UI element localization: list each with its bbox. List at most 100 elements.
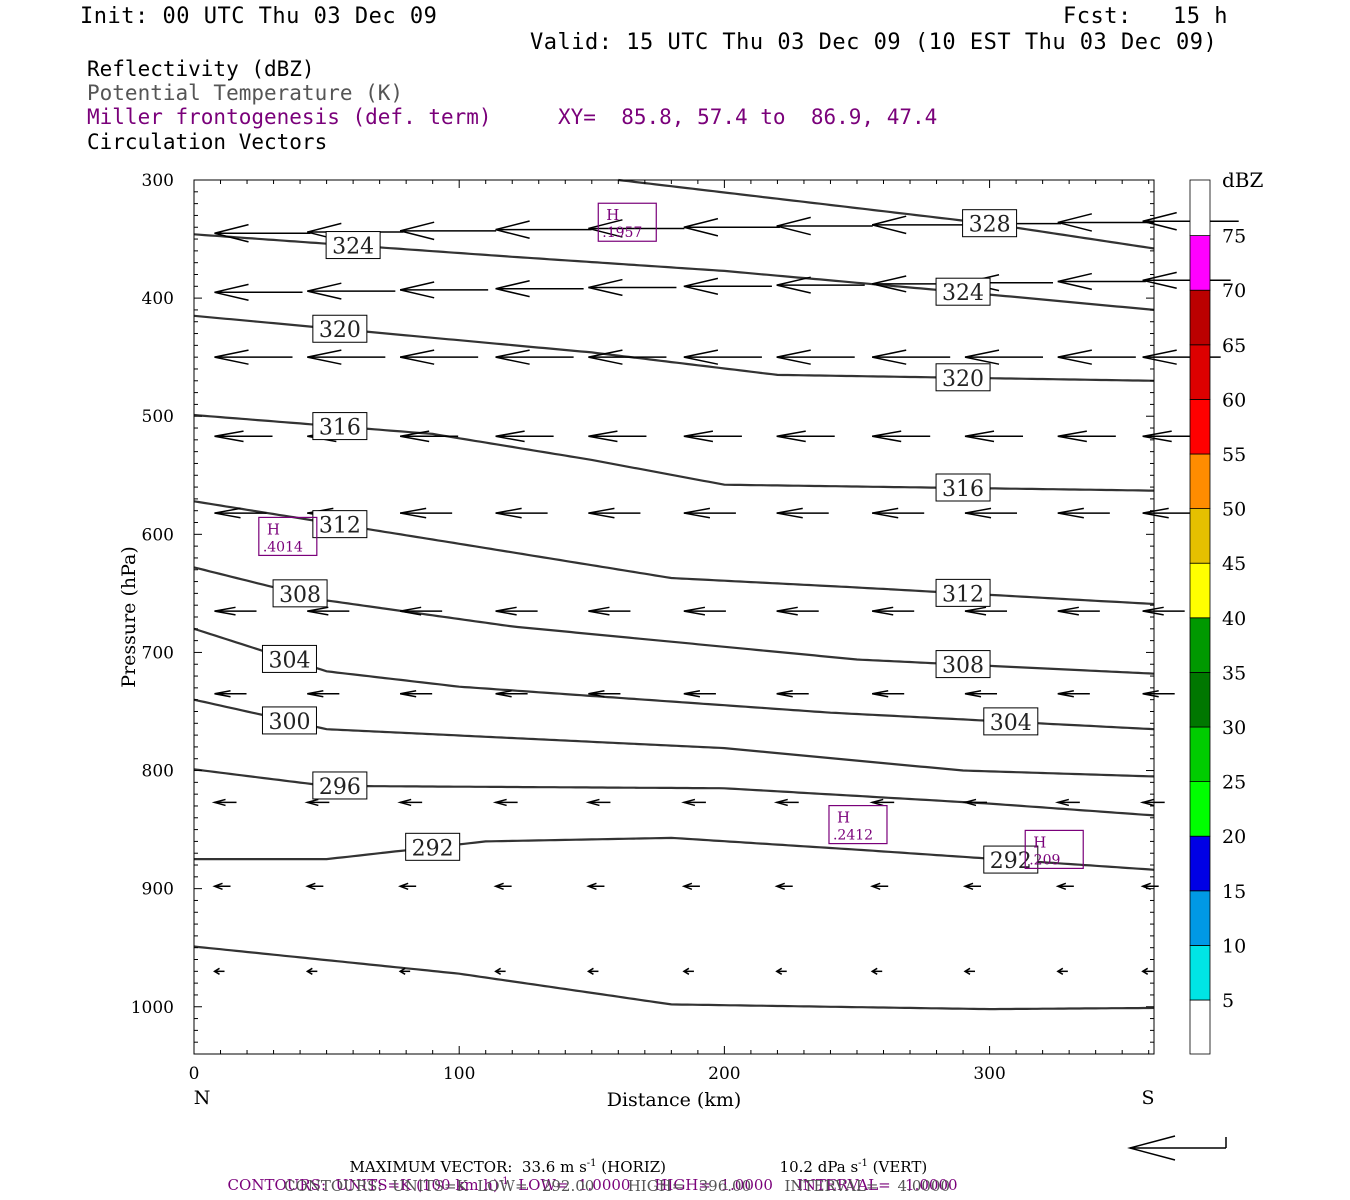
vector-arrow	[588, 690, 621, 698]
vector-head	[398, 967, 406, 975]
vector-arrow	[214, 223, 311, 243]
colorbar-band	[1189, 289, 1211, 346]
contour-label-text: 312	[319, 514, 361, 539]
contour-label-292: 292	[405, 832, 461, 861]
contour-label-box	[405, 832, 461, 861]
vector-arrow	[214, 690, 247, 698]
y-tick-label: 300	[142, 171, 174, 191]
vector-arrow	[399, 281, 489, 299]
colorbar-band	[1189, 672, 1211, 728]
vector-arrow	[683, 690, 716, 698]
vector-head	[495, 606, 517, 616]
vector-head	[495, 280, 530, 298]
vector-head	[683, 430, 714, 443]
vector-arrow	[1142, 271, 1231, 289]
vector-arrow	[683, 217, 780, 237]
y-tick-label: 500	[142, 407, 174, 427]
vector-arrow	[1057, 349, 1136, 365]
vector-head	[494, 967, 502, 975]
theta-contour-328	[618, 178, 1155, 250]
colorbar-tick-label: 65	[1222, 335, 1246, 357]
vector-arrow	[400, 507, 453, 519]
vector-arrow	[1057, 507, 1110, 519]
vector-head	[776, 216, 811, 236]
y-tick-label: 700	[142, 643, 174, 663]
vector-head	[869, 798, 884, 807]
frontogenesis-max-1: H.4014	[258, 516, 318, 557]
max-box	[597, 202, 657, 242]
max-vector-exp: -1	[586, 1158, 597, 1169]
contour-label-box	[312, 771, 368, 800]
title-miller: Miller frontogenesis (def. term)	[87, 105, 492, 129]
vector-arrow	[397, 798, 423, 807]
vector-arrow	[495, 280, 584, 298]
colorbar-band	[1189, 508, 1211, 564]
contour-label-text: 324	[942, 281, 984, 306]
axes: 300 400 500 600 700 800 900 1000 0 100 200 300	[131, 171, 1154, 1084]
contour-label-box	[935, 578, 991, 607]
max-vector-vert: 10.2 dPa s-1 (VERT)	[770, 1140, 928, 1176]
vector-arrow	[683, 430, 742, 443]
colorbar-band	[1189, 562, 1211, 619]
vector-arrow	[870, 882, 889, 890]
vector-head	[400, 349, 435, 365]
vector-head	[683, 349, 719, 365]
vector-head	[214, 349, 249, 365]
vector-arrow	[964, 690, 998, 698]
vector-arrow	[683, 507, 736, 519]
vector-head	[681, 798, 696, 807]
max-vector-horiz: (HORIZ)	[596, 1158, 667, 1176]
vector-head	[1142, 211, 1177, 231]
vector-arrow	[586, 967, 599, 975]
vector-head	[776, 690, 793, 698]
vector-head	[1057, 690, 1074, 698]
vector-arrow	[399, 221, 497, 241]
contour-label-304: 304	[261, 644, 317, 673]
contour-label-text: 300	[268, 710, 310, 735]
vector-head	[307, 282, 342, 300]
vector-arrow	[307, 282, 396, 300]
contour-label-text: 308	[279, 583, 321, 608]
contour-label-box	[312, 314, 368, 343]
vector-arrow	[1057, 606, 1100, 616]
colorbar-tick-label: 70	[1222, 280, 1246, 302]
contour-label-box	[325, 231, 381, 260]
valid-time: Valid: 15 UTC Thu 03 Dec 09 (10 EST Thu …	[530, 30, 1218, 55]
vector-head	[214, 223, 249, 243]
vector-arrow	[963, 967, 976, 975]
vector-head	[1142, 430, 1172, 443]
vector-head	[683, 217, 719, 237]
colorbar-tick-label: 35	[1222, 662, 1246, 684]
contour-label-text: 320	[942, 367, 984, 392]
vector-head	[214, 430, 244, 443]
contour-label-text: 324	[332, 235, 374, 260]
contour-label-box	[261, 706, 317, 735]
contour-label-text: 296	[319, 775, 361, 800]
vector-head	[872, 275, 907, 293]
colorbar-tick-label: 50	[1222, 499, 1246, 521]
y-tick-label: 1000	[131, 998, 174, 1018]
x-axis-label: Distance (km)	[607, 1089, 742, 1111]
vector-head	[588, 349, 623, 365]
vector-head	[1057, 606, 1079, 616]
max-value: .2412	[833, 828, 873, 844]
x-tick-label: 300	[973, 1064, 1005, 1084]
y-axis-label: Pressure (hPa)	[118, 546, 140, 688]
vector-arrow	[586, 882, 605, 890]
vector-head	[397, 798, 412, 807]
vector-head	[588, 507, 615, 519]
vector-head	[962, 882, 974, 890]
vector-head	[399, 281, 435, 299]
colorbar-band	[1189, 235, 1211, 291]
vector-head	[398, 882, 409, 890]
vector-head	[304, 798, 319, 807]
colorbar-tick-label: 25	[1222, 772, 1246, 794]
contour-label-312: 312	[935, 578, 991, 607]
colorbar-tick-label: 75	[1222, 226, 1246, 248]
vector-head	[495, 349, 530, 365]
vector-head	[962, 798, 977, 807]
vector-head	[776, 507, 803, 519]
vector-head	[1142, 271, 1177, 289]
vector-head	[588, 690, 605, 698]
vector-arrow	[872, 690, 905, 698]
